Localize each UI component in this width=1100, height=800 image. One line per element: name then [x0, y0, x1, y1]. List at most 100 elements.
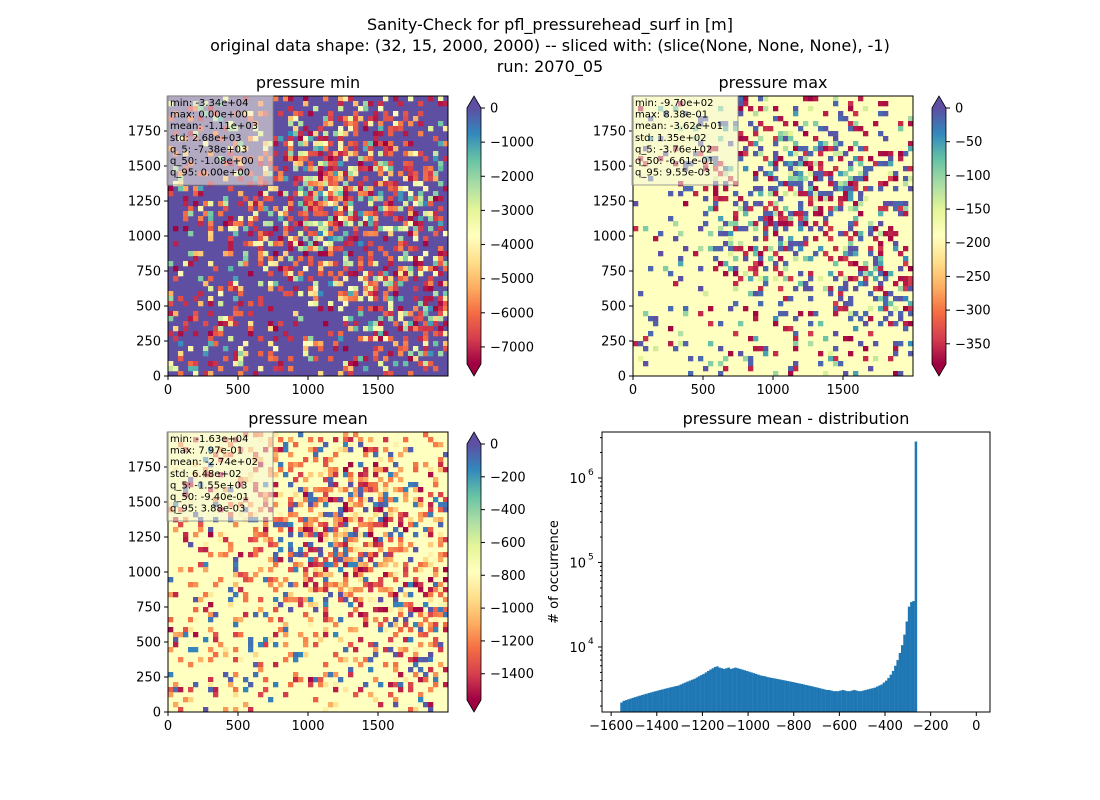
heatmap-cell [428, 226, 434, 232]
heatmap-cell [863, 346, 869, 352]
heatmap-cell [428, 276, 434, 282]
heatmap-cell [443, 251, 449, 257]
histogram-bar [700, 675, 703, 712]
heatmap-cell [778, 311, 784, 317]
heatmap-cell [758, 146, 764, 152]
heatmap-cell [308, 276, 314, 282]
heatmap-cell [303, 166, 309, 172]
heatmap-cell [768, 211, 774, 217]
heatmap-cell [333, 261, 339, 267]
heatmap-cell [873, 236, 879, 242]
heatmap-cell [288, 201, 294, 207]
heatmap-cell [788, 161, 794, 167]
heatmap-cell [443, 341, 449, 347]
heatmap-cell [718, 346, 724, 352]
heatmap-cell [423, 672, 429, 678]
heatmap-cell [208, 532, 214, 538]
heatmap-cell [308, 557, 314, 563]
heatmap-cell [393, 191, 399, 197]
heatmap-cell [278, 547, 284, 553]
heatmap-cell [383, 517, 389, 523]
heatmap-cell [318, 126, 324, 132]
heatmap-cell [263, 677, 269, 683]
heatmap-cell [273, 542, 279, 548]
heatmap-cell [348, 206, 354, 212]
heatmap-cell [798, 191, 804, 197]
heatmap-cell [343, 186, 349, 192]
heatmap-cell [413, 547, 419, 553]
histogram-bar [914, 441, 918, 712]
heatmap-cell [318, 221, 324, 227]
histogram-bar [645, 693, 648, 712]
heatmap-cell [378, 326, 384, 332]
histogram-bar [741, 669, 744, 712]
heatmap-cell [393, 572, 399, 578]
heatmap-cell [258, 301, 264, 307]
histogram-bar [898, 652, 902, 712]
heatmap-cell [778, 301, 784, 307]
heatmap-cell [738, 131, 744, 137]
heatmap-cell [338, 542, 344, 548]
heatmap-cell [888, 226, 894, 232]
heatmap-cell [383, 552, 389, 558]
heatmap-cell [773, 211, 779, 217]
heatmap-cell [898, 156, 904, 162]
heatmap-cell [803, 146, 809, 152]
heatmap-cell [358, 116, 364, 122]
heatmap-cell [318, 562, 324, 568]
y-tick-label: 1750 [128, 461, 161, 476]
heatmap-cell [343, 201, 349, 207]
heatmap-cell [398, 316, 404, 322]
heatmap-cell [303, 552, 309, 558]
heatmap-cell [418, 216, 424, 222]
heatmap-cell [168, 296, 174, 302]
heatmap-cell [793, 151, 799, 157]
heatmap-cell [723, 186, 729, 192]
heatmap-cell [908, 146, 914, 152]
heatmap-cell [848, 176, 854, 182]
heatmap-cell [213, 612, 219, 618]
heatmap-cell [373, 261, 379, 267]
heatmap-cell [843, 281, 849, 287]
heatmap-cell [768, 176, 774, 182]
heatmap-cell [363, 326, 369, 332]
heatmap-cell [303, 652, 309, 658]
heatmap-cell [363, 276, 369, 282]
heatmap-cell [683, 186, 689, 192]
heatmap-cell [803, 221, 809, 227]
heatmap-cell [738, 226, 744, 232]
heatmap-cell [288, 502, 294, 508]
heatmap-cell [383, 662, 389, 668]
heatmap-cell [423, 527, 429, 533]
heatmap-cell [438, 587, 444, 593]
heatmap-cell [413, 487, 419, 493]
histogram-bar [695, 677, 699, 712]
heatmap-cell [853, 141, 859, 147]
heatmap-cell [828, 271, 834, 277]
heatmap-cell [643, 311, 649, 317]
heatmap-cell [823, 126, 829, 132]
heatmap-cell [788, 211, 794, 217]
heatmap-cell [168, 191, 174, 197]
heatmap-cell [228, 597, 234, 603]
heatmap-cell [358, 552, 364, 558]
heatmap-cell [228, 682, 234, 688]
heatmap-cell [323, 672, 329, 678]
histogram-bar [841, 689, 845, 712]
heatmap-cell [413, 346, 419, 352]
histogram-panel: pressure mean - distribution−1600 −1400 −1… [547, 409, 991, 734]
heatmap-cell [348, 602, 354, 608]
heatmap-cell [388, 181, 394, 187]
heatmap-cell [373, 131, 379, 137]
heatmap-cell [353, 562, 359, 568]
histogram-bar [677, 685, 680, 712]
heatmap-cell [323, 261, 329, 267]
heatmap-cell [303, 216, 309, 222]
heatmap-cell [683, 201, 689, 207]
heatmap-cell [258, 667, 264, 673]
heatmap-cell [233, 692, 239, 698]
heatmap-cell [758, 151, 764, 157]
heatmap-cell [413, 256, 419, 262]
heatmap-cell [208, 602, 214, 608]
